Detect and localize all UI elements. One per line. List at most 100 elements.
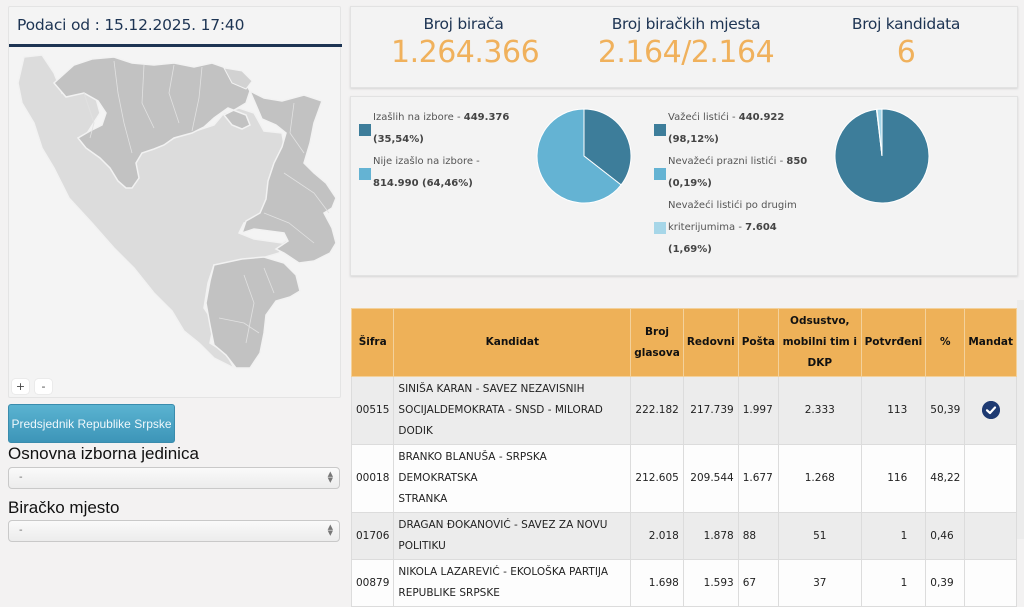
cell-percent: 0,39 <box>925 559 966 607</box>
zoom-out-button[interactable]: - <box>35 379 52 394</box>
col-mail[interactable]: Pošta <box>737 308 779 377</box>
map-zoom-controls: + - <box>12 379 52 394</box>
cell-regular: 209.544 <box>682 444 739 513</box>
cell-absent: 1.268 <box>777 444 862 513</box>
charts-panel: Izašlih na izbore - 449.376 (35,54%) Nij… <box>350 96 1018 276</box>
cell-confirmed: 1 <box>860 559 927 607</box>
col-percent[interactable]: % <box>925 308 966 377</box>
cell-percent: 50,39 <box>925 376 966 445</box>
col-regular[interactable]: Redovni <box>682 308 739 377</box>
candidate-name-line2: REPUBLIKE SRPSKE <box>398 587 500 599</box>
candidate-name-line1: NIKOLA LAZAREVIĆ - EKOLOŠKA PARTIJA <box>398 566 609 578</box>
legend-item-turnout-voted: Izašlih na izbore - 449.376 (35,54%) <box>359 107 519 151</box>
cell-confirmed: 1 <box>860 512 927 560</box>
cell-mail: 88 <box>737 512 779 560</box>
legend-item-invalid-other: Nevažeći listići po drugim kriterijumima… <box>654 195 819 261</box>
candidate-name-line2: SOCIJALDEMOKRATA - SNSD - MILORAD DODIK <box>398 404 603 437</box>
stat-stations-value: 2.164/2.164 <box>597 35 775 70</box>
cell-votes: 1.698 <box>630 559 684 607</box>
stat-voters-label: Broj birača <box>423 15 504 33</box>
cell-code: 00515 <box>350 376 395 445</box>
map-region-rs-southeast[interactable] <box>205 256 301 369</box>
unit-select[interactable]: - ▲ ▼ <box>8 467 340 489</box>
results-table: Šifra Kandidat Broj glasova Redovni Pošta… <box>350 308 1017 607</box>
cell-confirmed: 116 <box>860 444 927 513</box>
cell-mail: 1.997 <box>737 376 779 445</box>
table-row[interactable]: 01706 DRAGAN ĐOKANOVIĆ - SAVEZ ZA NOVU PO… <box>350 512 1017 560</box>
stat-candidates: Broj kandidata 6 <box>836 15 976 70</box>
legend-count: 814.990 (64,46%) <box>373 178 473 189</box>
map-region-rs-east[interactable] <box>240 89 337 264</box>
cell-code: 00018 <box>350 444 395 513</box>
candidate-name-line1: BRANKO BLANUŠA - SRPSKA DEMOKRATSKA <box>398 451 547 484</box>
cell-mail: 67 <box>737 559 779 607</box>
legend-item-valid: Važeći listići - 440.922 (98,12%) <box>654 107 819 151</box>
station-select-value: - <box>19 525 23 536</box>
cell-code: 01706 <box>350 512 395 560</box>
unit-select-value: - <box>19 472 23 483</box>
station-select[interactable]: - ▲ ▼ <box>8 520 340 542</box>
turnout-pie-slice-0[interactable] <box>583 108 632 186</box>
candidate-name-line2: STRANKA <box>398 493 448 505</box>
cell-absent: 37 <box>777 559 862 607</box>
cell-confirmed: 113 <box>860 376 927 445</box>
col-code[interactable]: Šifra <box>350 308 395 377</box>
candidate-name-line1: SINIŠA KARAN - SAVEZ NEZAVISNIH <box>398 383 585 395</box>
cell-absent: 2.333 <box>777 376 862 445</box>
cell-candidate: NIKOLA LAZAREVIĆ - EKOLOŠKA PARTIJA REPUB… <box>393 559 632 607</box>
cell-candidate: DRAGAN ĐOKANOVIĆ - SAVEZ ZA NOVU POLITIK… <box>393 512 632 560</box>
col-votes-line1: Broj <box>645 325 670 338</box>
cell-regular: 217.739 <box>682 376 739 445</box>
map-panel: Podaci od : 15.12.2025. 17:40 + - <box>8 6 342 398</box>
legend-label: Nevažeći prazni listići - <box>668 156 787 167</box>
legend-item-invalid-blank: Nevažeći prazni listići - 850 (0,19%) <box>654 151 819 195</box>
legend-count: 850 <box>786 156 808 167</box>
turnout-legend: Izašlih na izbore - 449.376 (35,54%) Nij… <box>359 107 519 195</box>
turnout-pie-slice-1[interactable] <box>536 108 622 204</box>
map-bih[interactable] <box>14 53 339 373</box>
zoom-in-button[interactable]: + <box>12 379 29 394</box>
select-arrows-icon: ▲ ▼ <box>327 523 333 537</box>
map-region-rs-north[interactable] <box>52 56 251 189</box>
cell-votes: 212.605 <box>630 444 684 513</box>
legend-swatch <box>654 124 666 136</box>
legend-item-turnout-not-voted: Nije izašlo na izbore - 814.990 (64,46%) <box>359 151 519 195</box>
page-scrollbar[interactable] <box>1017 300 1024 539</box>
cell-candidate: SINIŠA KARAN - SAVEZ NEZAVISNIH SOCIJALDE… <box>393 376 632 445</box>
office-president-rs-button[interactable]: Predsjednik Republike Srpske <box>8 404 175 443</box>
legend-pct: (35,54%) <box>373 134 424 145</box>
legend-swatch <box>654 222 666 234</box>
ballots-pie-chart <box>834 108 930 204</box>
mandate-check-icon <box>981 401 1000 419</box>
stat-voters-value: 1.264.366 <box>391 35 540 70</box>
cell-mandate <box>964 376 1017 445</box>
cell-candidate: BRANKO BLANUŠA - SRPSKA DEMOKRATSKA STRAN… <box>393 444 632 513</box>
summary-stats-panel: Broj birača 1.264.366 Broj biračkih mjes… <box>350 6 1018 88</box>
station-label: Biračko mjesto <box>8 498 120 517</box>
legend-pct: (0,19%) <box>668 178 712 189</box>
col-absent-line1: Odsustvo, <box>790 315 850 327</box>
col-votes[interactable]: Broj glasova <box>630 308 684 377</box>
stat-stations-label: Broj biračkih mjesta <box>611 15 761 33</box>
cell-regular: 1.878 <box>682 512 739 560</box>
stat-candidates-label: Broj kandidata <box>851 15 961 33</box>
title-divider <box>9 44 342 47</box>
ballots-legend: Važeći listići - 440.922 (98,12%) Nevaže… <box>654 107 819 261</box>
table-row[interactable]: 00879 NIKOLA LAZAREVIĆ - EKOLOŠKA PARTIJA… <box>350 559 1017 607</box>
stat-voters: Broj birača 1.264.366 <box>391 15 540 70</box>
turnout-pie-chart <box>536 108 632 204</box>
legend-count: 7.604 <box>745 222 777 233</box>
col-absent-line3: DKP <box>807 357 833 369</box>
table-row[interactable]: 00018 BRANKO BLANUŠA - SRPSKA DEMOKRATSKA… <box>350 444 1017 513</box>
col-absent[interactable]: Odsustvo, mobilni tim i DKP <box>777 308 862 377</box>
legend-label: Važeći listići - <box>668 112 739 123</box>
cell-votes: 2.018 <box>630 512 684 560</box>
legend-swatch <box>359 168 371 180</box>
col-confirmed[interactable]: Potvrđeni <box>860 308 927 377</box>
ballots-pie-slice-2[interactable] <box>876 108 883 157</box>
col-candidate[interactable]: Kandidat <box>393 308 632 377</box>
table-row[interactable]: 00515 SINIŠA KARAN - SAVEZ NEZAVISNIH SOCI… <box>350 376 1017 445</box>
col-mandate[interactable]: Mandat <box>964 308 1017 377</box>
col-votes-line2: glasova <box>634 346 680 359</box>
stat-candidates-value: 6 <box>896 35 916 70</box>
